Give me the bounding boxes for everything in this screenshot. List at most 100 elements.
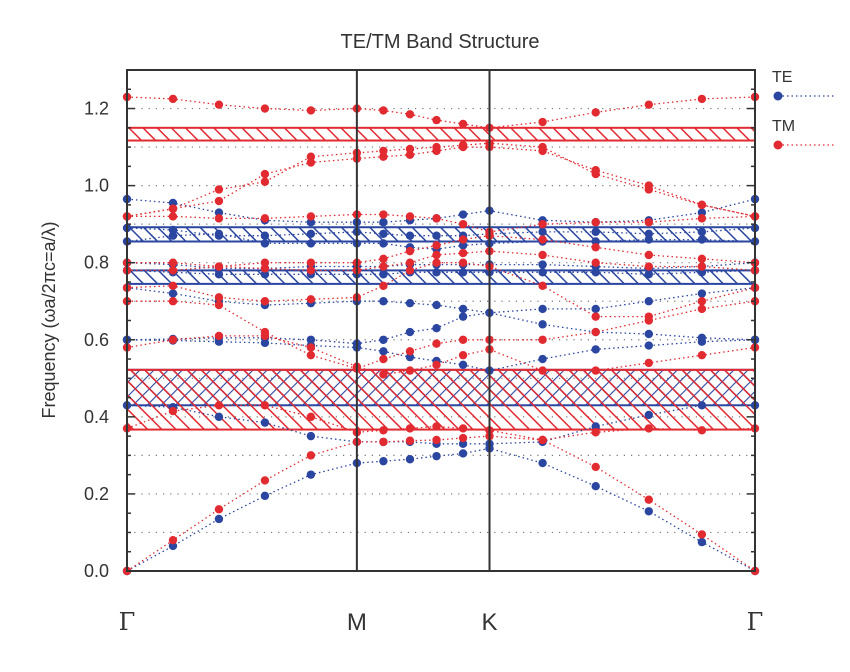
- te-band-point: [432, 451, 441, 461]
- te-band-line: [126, 447, 756, 572]
- tm-band-point: [260, 258, 270, 267]
- te-band-point: [644, 341, 654, 350]
- tm-band-point: [379, 437, 388, 447]
- x-tick-label: Γ: [119, 608, 136, 636]
- tm-band-point: [306, 266, 316, 275]
- te-band-line: [126, 287, 756, 314]
- tm-band-point: [644, 424, 654, 433]
- te-band-point: [458, 268, 468, 277]
- te-band-point: [458, 439, 468, 449]
- y-tick-label: 0.4: [84, 407, 109, 427]
- tm-band-point: [379, 281, 388, 291]
- te-band-point: [214, 208, 224, 217]
- te-band-point: [432, 231, 441, 240]
- tm-band-point: [214, 401, 224, 410]
- tm-band-point: [538, 142, 547, 152]
- tm-band-point: [214, 331, 224, 341]
- te-band-point: [538, 304, 547, 314]
- tm-band-point: [168, 204, 178, 213]
- te-band-point: [168, 289, 178, 298]
- te-band-line: [126, 339, 756, 372]
- tm-band-point: [432, 142, 441, 152]
- te-band-point: [214, 514, 224, 524]
- tm-band-point: [458, 248, 468, 258]
- te-band-point: [591, 422, 600, 431]
- tm-band-point: [405, 366, 415, 375]
- gridlines: [127, 107, 755, 534]
- tm-band-point: [379, 210, 388, 219]
- band-gaps: [126, 126, 756, 431]
- tm-band-point: [591, 428, 600, 437]
- tm-band-point: [458, 219, 468, 229]
- tm-band-point: [306, 212, 316, 221]
- tm-band-point: [458, 119, 468, 129]
- te-band-point: [697, 235, 707, 244]
- tm-band-point: [644, 495, 654, 504]
- tm-band-point: [306, 258, 316, 267]
- te-band-point: [379, 456, 388, 466]
- te-band-point: [538, 354, 547, 364]
- te-band-point: [644, 410, 654, 420]
- tm-band-point: [432, 360, 441, 370]
- tm-band-point: [405, 246, 415, 256]
- tm-band-point: [591, 243, 600, 252]
- tm-band-point: [405, 424, 415, 433]
- tm-band-point: [306, 106, 316, 115]
- tm-band-point: [432, 435, 441, 445]
- tm-band-point: [214, 100, 224, 109]
- te-band-point: [538, 320, 547, 329]
- tm-band-point: [405, 347, 415, 356]
- tm-band-line: [126, 435, 756, 572]
- tm-band-point: [405, 144, 415, 154]
- tm-band-point: [168, 258, 178, 267]
- legend-label-te: TE: [772, 69, 792, 86]
- te-band-point: [697, 227, 707, 237]
- tm-band-line: [126, 142, 756, 218]
- te-band-point: [538, 260, 547, 269]
- tm-band-line: [127, 250, 756, 272]
- tm-band-point: [214, 300, 224, 310]
- tm-band-point: [538, 281, 547, 291]
- tm-band-point: [538, 219, 547, 229]
- tm-band-point: [458, 258, 468, 267]
- te-band-point: [306, 470, 316, 479]
- plot-border: [126, 69, 756, 572]
- te-band-point: [697, 537, 707, 547]
- te-band-point: [379, 335, 388, 344]
- te-band-point: [697, 208, 707, 217]
- te-band-point: [260, 231, 270, 240]
- tm-band-point: [260, 214, 270, 223]
- tm-band-point: [432, 115, 441, 125]
- te-band-point: [697, 333, 707, 343]
- y-tick-label: 0.8: [84, 253, 109, 273]
- te-band-point: [458, 312, 468, 321]
- te-band-point: [379, 239, 388, 248]
- te-band-point: [644, 507, 654, 516]
- tm-band-point: [405, 258, 415, 267]
- tm-band-point: [458, 335, 468, 344]
- te-band-line: [126, 198, 756, 223]
- tm-band-point: [260, 297, 270, 306]
- y-tick-label: 0.2: [84, 484, 109, 504]
- tm-band-point: [591, 258, 600, 267]
- te-band-point: [306, 239, 316, 248]
- te-band-point: [168, 198, 178, 208]
- tm-band-point: [379, 262, 388, 271]
- te-band-point: [260, 491, 270, 501]
- te-band-point: [405, 327, 415, 337]
- legend-marker-te: [773, 91, 783, 101]
- tm-band-point: [214, 185, 224, 194]
- tm-band-point: [168, 281, 178, 291]
- te-band-point: [405, 455, 415, 464]
- x-tick-label: Γ: [747, 608, 764, 636]
- chart-title: TE/TM Band Structure: [341, 31, 540, 53]
- te-band-point: [306, 229, 316, 238]
- tm-band-point: [432, 241, 441, 250]
- te-band-point: [697, 401, 707, 410]
- te-band-point: [538, 227, 547, 237]
- te-band-point: [405, 298, 415, 308]
- tm-band-point: [697, 200, 707, 210]
- tm-band-point: [214, 505, 224, 514]
- tm-band-point: [697, 530, 707, 539]
- tm-band-point: [458, 140, 468, 150]
